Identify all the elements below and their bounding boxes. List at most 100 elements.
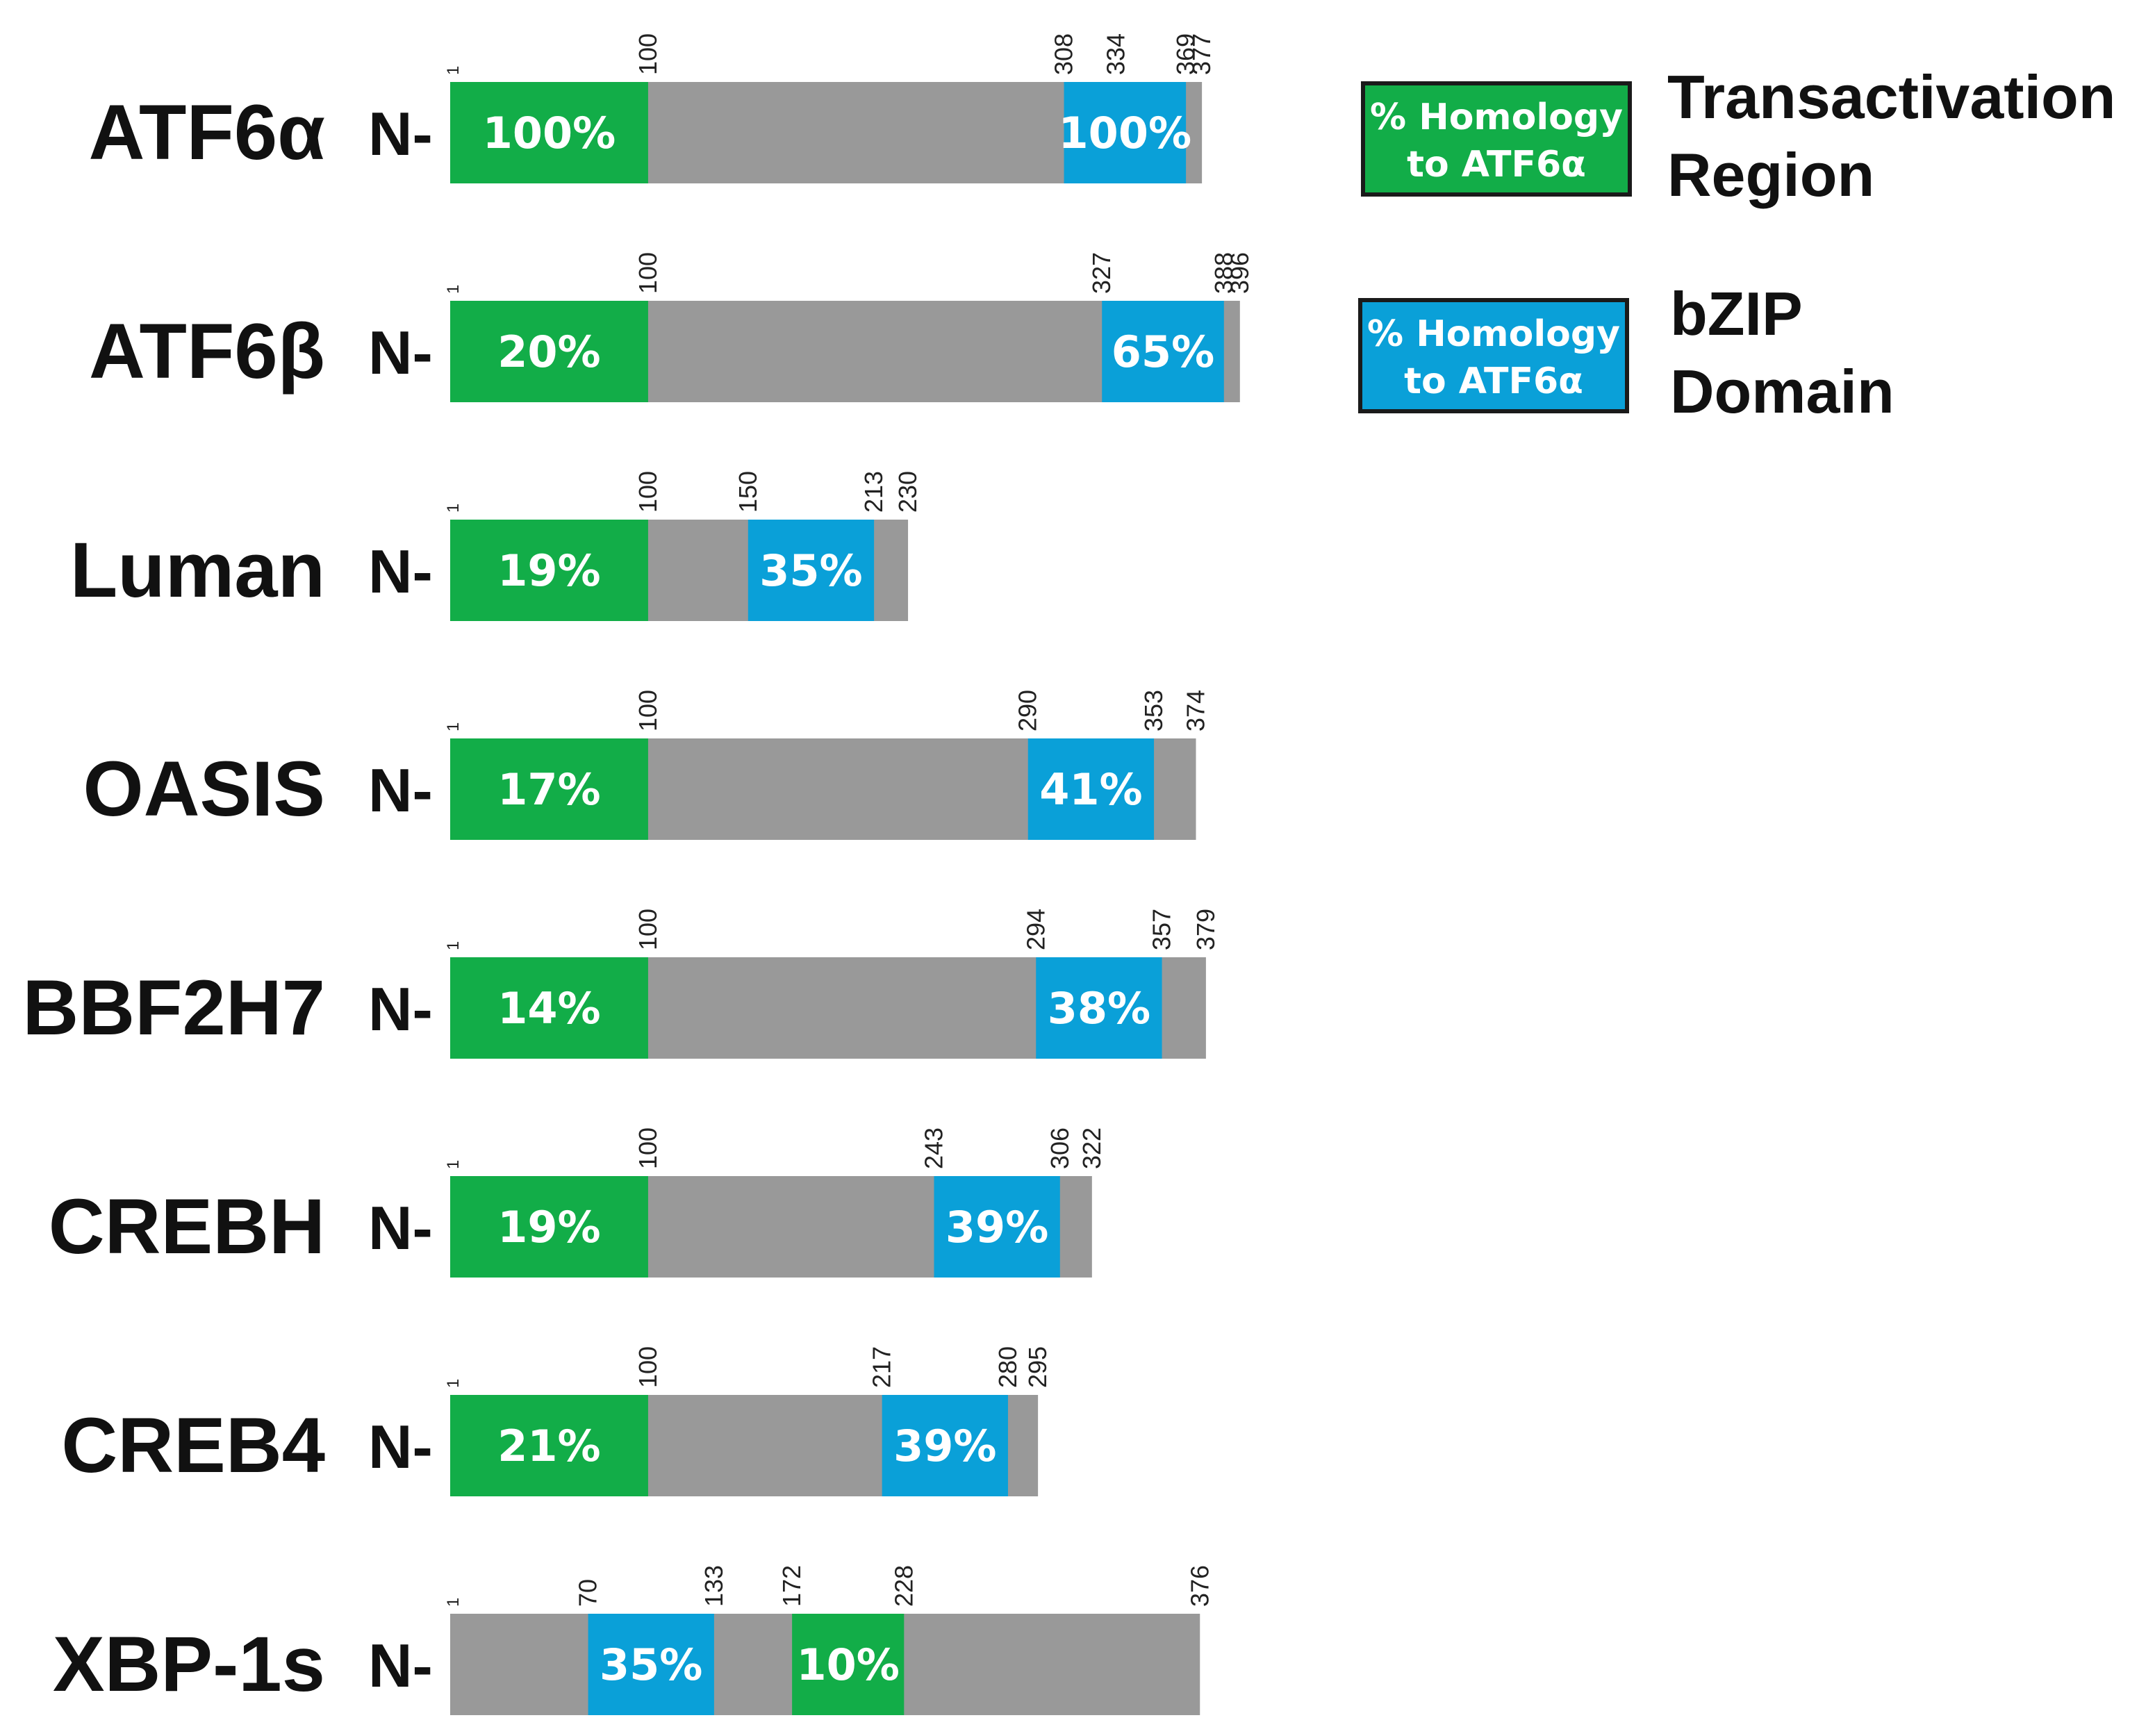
residue-position-label: 100 <box>634 1127 662 1169</box>
bzip-domain <box>882 1395 1008 1496</box>
homology-percent-label: 19% <box>497 1202 600 1253</box>
residue-position-label: 133 <box>700 1565 728 1607</box>
homology-percent-label: 100% <box>483 108 616 158</box>
residue-position-label: 100 <box>634 1346 662 1388</box>
residue-position-label: 327 <box>1087 252 1116 294</box>
residue-position-label: 1 <box>444 66 463 75</box>
residue-position-label: 1 <box>444 285 463 294</box>
homology-percent-label: 14% <box>497 983 600 1034</box>
residue-position-label: 1 <box>444 1598 463 1607</box>
protein-row-bbf2h7: BBF2H7 N- 14% 38% 1 100 294 357 379 <box>22 909 1220 1059</box>
legend-swatch-text: to ATF6α <box>1404 361 1583 402</box>
residue-position-label: 70 <box>574 1579 602 1607</box>
bzip-domain <box>934 1176 1060 1278</box>
n-terminus-label: N- <box>368 1631 433 1700</box>
bzip-domain <box>1064 82 1187 183</box>
residue-position-label: 290 <box>1014 690 1042 731</box>
residue-position-label: 150 <box>734 471 762 513</box>
bzip-domain <box>1102 301 1224 402</box>
transactivation-region <box>450 957 648 1059</box>
homology-percent-label: 35% <box>600 1639 702 1690</box>
transactivation-region <box>450 520 648 621</box>
homology-percent-label: 100% <box>1059 108 1192 158</box>
residue-position-label: 334 <box>1101 33 1130 75</box>
protein-name: BBF2H7 <box>22 964 325 1051</box>
residue-position-label: 100 <box>634 33 662 75</box>
residue-position-label: 1 <box>444 1379 463 1388</box>
residue-position-label: 308 <box>1050 33 1078 75</box>
residue-position-label: 322 <box>1078 1127 1106 1169</box>
protein-name: CREBH <box>49 1183 325 1270</box>
residue-position-label: 379 <box>1191 909 1220 950</box>
protein-row-xbp-1s: XBP-1s N- 35% 10% 1 70 133 172 228 376 <box>53 1565 1214 1715</box>
residue-position-label: 213 <box>859 471 888 513</box>
residue-position-label: 396 <box>1225 252 1254 294</box>
legend-label: Region <box>1667 140 1874 209</box>
protein-name: XBP-1s <box>53 1621 325 1708</box>
bzip-domain <box>748 520 875 621</box>
bzip-domain <box>1036 957 1162 1059</box>
protein-row-crebh: CREBH N- 19% 39% 1 100 243 306 322 <box>49 1127 1106 1278</box>
residue-position-label: 172 <box>777 1565 806 1607</box>
residue-position-label: 1 <box>444 504 463 513</box>
homology-percent-label: 39% <box>946 1202 1048 1253</box>
transactivation-region <box>450 1395 648 1496</box>
transactivation-region <box>450 738 648 840</box>
homology-percent-label: 41% <box>1039 764 1142 815</box>
protein-row-creb4: CREB4 N- 21% 39% 1 100 217 280 295 <box>61 1346 1052 1496</box>
homology-percent-label: 35% <box>759 545 862 596</box>
residue-position-label: 100 <box>634 252 662 294</box>
protein-name: CREB4 <box>61 1402 325 1489</box>
protein-name: ATF6α <box>88 89 325 176</box>
homology-percent-label: 21% <box>497 1421 600 1471</box>
residue-position-label: 230 <box>893 471 922 513</box>
homology-percent-label: 38% <box>1048 983 1150 1034</box>
residue-position-label: 228 <box>889 1565 918 1607</box>
protein-row-luman: Luman N- 19% 35% 1 100 150 213 230 <box>70 471 922 621</box>
residue-position-label: 243 <box>919 1127 948 1169</box>
legend-label: Domain <box>1670 357 1894 426</box>
bzip-domain <box>1027 738 1155 840</box>
protein-name: ATF6β <box>89 308 325 395</box>
residue-position-label: 100 <box>634 909 662 950</box>
legend-swatch <box>1358 298 1629 413</box>
homology-percent-label: 65% <box>1112 326 1214 377</box>
legend-label: Transactivation <box>1667 63 2116 131</box>
residue-position-label: 1 <box>444 941 463 950</box>
residue-position-label: 295 <box>1023 1346 1052 1388</box>
transactivation-region <box>792 1614 905 1715</box>
legend-item-bzip: % Homology to ATF6α bZIP Domain <box>1358 279 1894 426</box>
homology-percent-label: 17% <box>497 764 600 815</box>
n-terminus-label: N- <box>368 537 433 606</box>
n-terminus-label: N- <box>368 99 433 168</box>
protein-row-oasis: OASIS N- 17% 41% 1 100 290 353 374 <box>83 690 1209 840</box>
homology-percent-label: 20% <box>497 326 600 377</box>
protein-name: Luman <box>70 527 325 613</box>
transactivation-region <box>450 82 648 183</box>
legend-swatch <box>1361 81 1632 197</box>
residue-position-label: 376 <box>1185 1565 1214 1607</box>
legend-swatch-text: % Homology <box>1370 97 1623 138</box>
transactivation-region <box>450 1176 648 1278</box>
residue-position-label: 1 <box>444 722 463 731</box>
residue-position-label: 294 <box>1021 909 1050 950</box>
n-terminus-label: N- <box>368 1412 433 1481</box>
residue-position-label: 306 <box>1046 1127 1074 1169</box>
residue-position-label: 369 <box>1171 33 1200 75</box>
legend-swatch-text: to ATF6α <box>1407 144 1586 185</box>
homology-percent-label: 19% <box>497 545 600 596</box>
residue-position-label: 374 <box>1181 690 1209 731</box>
n-terminus-label: N- <box>368 975 433 1043</box>
legend-swatch-text: % Homology <box>1367 313 1620 355</box>
residue-position-label: 377 <box>1187 33 1216 75</box>
residue-position-label: 100 <box>634 690 662 731</box>
residue-position-label: 100 <box>634 471 662 513</box>
residue-position-label: 217 <box>868 1346 896 1388</box>
homology-percent-label: 39% <box>893 1421 996 1471</box>
residue-position-label: 388 <box>1209 252 1238 294</box>
residue-position-label: 353 <box>1139 690 1168 731</box>
homology-percent-label: 10% <box>797 1639 900 1690</box>
